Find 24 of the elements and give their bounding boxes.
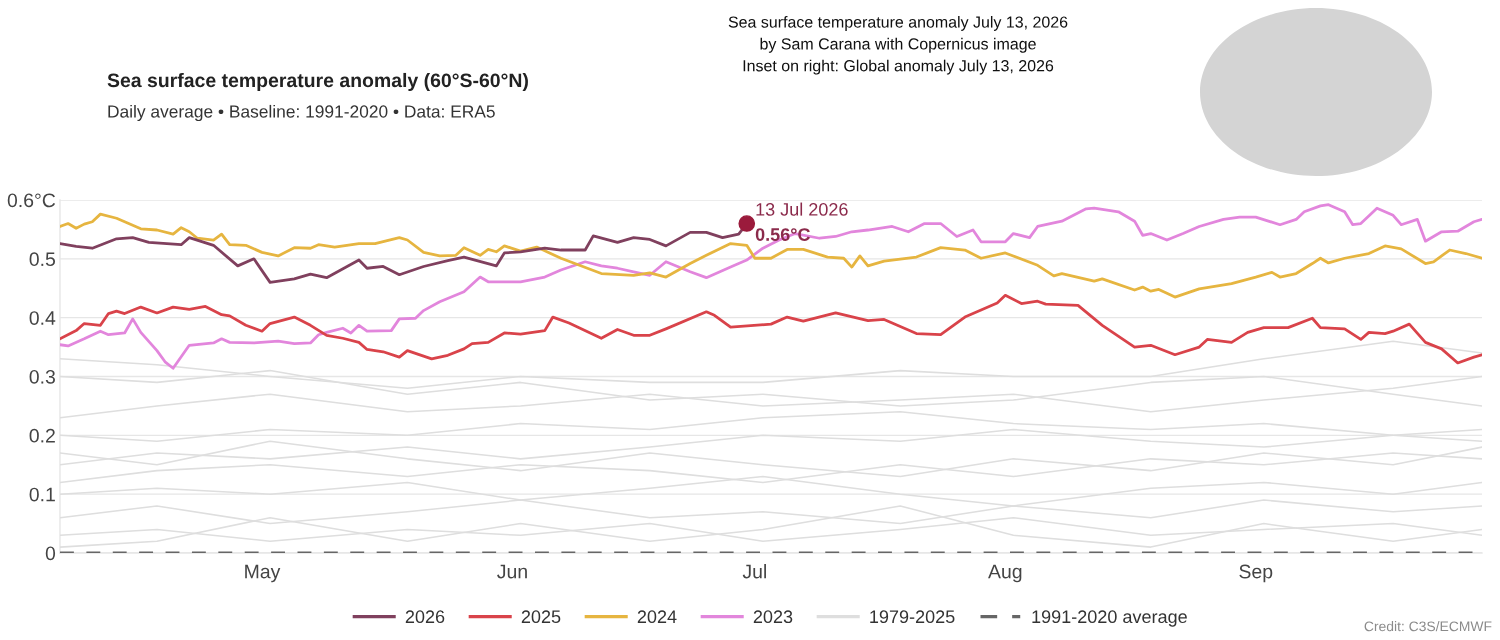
x-tick-label: Aug bbox=[988, 564, 1022, 583]
y-tick-label: 0.5 bbox=[29, 252, 56, 267]
y-tick-label: 0.3 bbox=[29, 369, 55, 384]
chart-title: Sea surface temperature anomaly (60°S-60°N) bbox=[107, 72, 528, 92]
x-tick-label: Jul bbox=[742, 564, 766, 579]
legend-label: 2026 bbox=[405, 610, 445, 624]
legend-label: 2023 bbox=[753, 610, 793, 624]
chart-subtitle: Daily average • Baseline: 1991-2020 • Data: ERA5 bbox=[108, 104, 495, 122]
x-tick-label: May bbox=[245, 564, 281, 583]
y-tick-label: 0.2 bbox=[29, 428, 55, 443]
line-series bbox=[60, 293, 1482, 365]
legend-label: 2025 bbox=[521, 610, 561, 624]
annotation: 13 Jul 2026 0.56°C bbox=[755, 202, 848, 241]
legend-label: 1979-2025 bbox=[870, 610, 955, 624]
legend-label: 1991-2020 average bbox=[1032, 610, 1187, 627]
x-tick-label: Jun bbox=[497, 564, 527, 579]
text: Credit: C3S/ECMWF bbox=[1364, 621, 1492, 632]
text: Sea surface temperature anomaly July 13, 2026 by Sam Carana with Copernicus image Inset on right: Global anomaly July 13, 2026 bbox=[728, 16, 1068, 75]
y-tick-label: 0.1 bbox=[29, 487, 55, 502]
y-tick-label: 0 bbox=[45, 546, 56, 561]
x-tick-label: Sep bbox=[1239, 564, 1273, 583]
legend-label: 2024 bbox=[637, 610, 677, 624]
y-tick-label: 0.4 bbox=[29, 311, 56, 325]
y-tick-label: 0.6°C bbox=[7, 193, 56, 208]
